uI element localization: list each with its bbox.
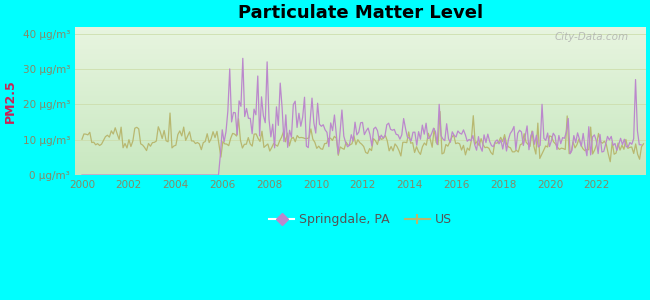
Legend: Springdale, PA, US: Springdale, PA, US <box>264 208 457 231</box>
Title: Particulate Matter Level: Particulate Matter Level <box>238 4 483 22</box>
Text: City-Data.com: City-Data.com <box>554 32 629 42</box>
Y-axis label: PM2.5: PM2.5 <box>4 79 17 123</box>
